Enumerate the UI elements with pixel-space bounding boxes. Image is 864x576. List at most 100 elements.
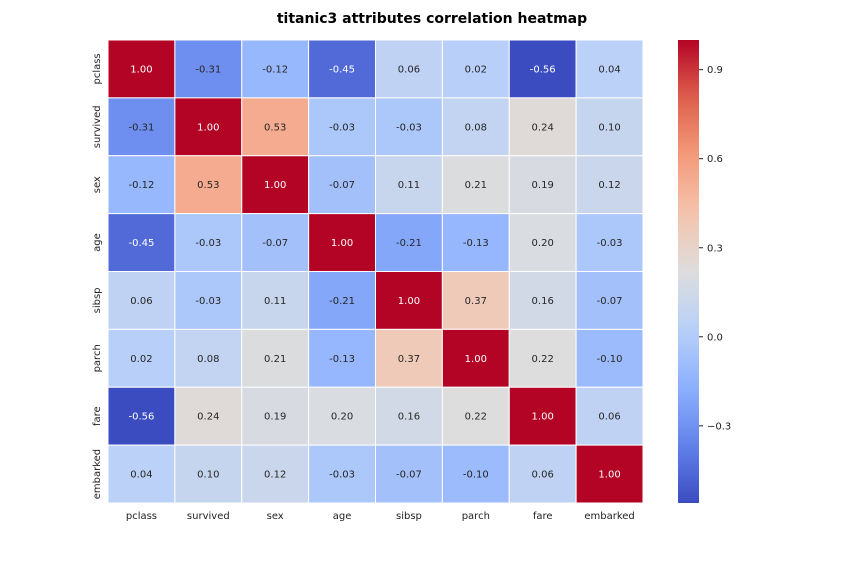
y-tick-label: age xyxy=(92,233,103,252)
chart-title: titanic3 attributes correlation heatmap xyxy=(277,11,587,27)
heatmap-cell xyxy=(107,444,176,504)
cell-value-label: -0.03 xyxy=(195,238,221,249)
heatmap-cell xyxy=(441,155,510,215)
y-axis-tick-labels: pclass survived sex age sibsp parch fare embark… xyxy=(92,53,103,499)
heatmap-cell xyxy=(508,386,577,446)
heatmap-cell xyxy=(375,271,443,330)
heatmap-cell xyxy=(308,213,376,272)
cell-value-label: 0.12 xyxy=(598,180,620,191)
heatmap-cell xyxy=(508,155,577,215)
cell-value-label: -0.31 xyxy=(195,64,221,75)
cell-value-label: 1.00 xyxy=(532,412,554,423)
x-tick-label: survived xyxy=(187,511,230,522)
cell-value-label: -0.10 xyxy=(597,354,623,365)
heatmap-cell xyxy=(575,97,644,157)
cell-value-label: 0.08 xyxy=(197,354,219,365)
colorbar-tick-label: 0.3 xyxy=(707,243,723,254)
cell-value-label: 0.53 xyxy=(264,122,286,133)
cell-value-label: 0.02 xyxy=(465,64,487,75)
y-tick-label: embarked xyxy=(92,449,103,499)
heatmap-cell xyxy=(441,386,510,446)
cell-value-label: 0.08 xyxy=(465,122,487,133)
heatmap-cell xyxy=(174,328,243,388)
y-tick-label: survived xyxy=(92,105,103,148)
x-tick-label: sibsp xyxy=(396,511,422,522)
cell-value-label: -0.45 xyxy=(129,238,155,249)
x-axis-tick-labels: pclass survived sex age sibsp parch fare embark… xyxy=(126,511,635,522)
cell-value-label: 0.16 xyxy=(532,296,554,307)
x-tick-label: parch xyxy=(462,511,490,522)
cell-value-label: -0.03 xyxy=(396,122,422,133)
y-tick-label: sex xyxy=(92,176,103,193)
cell-value-label: 0.19 xyxy=(264,412,286,423)
cell-value-label: 0.22 xyxy=(465,412,487,423)
cell-value-label: 0.16 xyxy=(398,412,420,423)
cell-value-label: 1.00 xyxy=(598,470,620,481)
heatmap-cell xyxy=(508,213,577,272)
x-tick-label: age xyxy=(333,511,352,522)
y-tick-label: sibsp xyxy=(92,287,103,313)
cell-value-label: 0.04 xyxy=(130,470,152,481)
cell-value-label: 0.24 xyxy=(532,122,554,133)
cell-value-label: 1.00 xyxy=(264,180,286,191)
cell-value-label: 1.00 xyxy=(465,354,487,365)
cell-value-label: -0.31 xyxy=(129,122,155,133)
cell-value-label: 0.37 xyxy=(398,354,420,365)
heatmap-cell xyxy=(308,444,376,504)
cell-value-label: 0.24 xyxy=(197,412,219,423)
heatmap-cell xyxy=(375,386,443,446)
heatmap-cell xyxy=(308,155,376,215)
heatmap-cell xyxy=(107,386,176,446)
heatmap-cell xyxy=(375,328,443,388)
heatmap-cell xyxy=(107,39,176,99)
heatmap-cell xyxy=(174,155,243,215)
heatmap-cell xyxy=(375,155,443,215)
x-tick-label: fare xyxy=(533,511,553,522)
x-tick-label: pclass xyxy=(126,511,157,522)
heatmap-cell xyxy=(441,444,510,504)
heatmap-cell xyxy=(174,97,243,157)
cell-value-label: 0.06 xyxy=(398,64,420,75)
cell-value-label: -0.12 xyxy=(262,64,288,75)
cell-value-label: -0.56 xyxy=(129,412,155,423)
heatmap-cell xyxy=(241,155,310,215)
heatmap-cell xyxy=(375,444,443,504)
y-tick-label: parch xyxy=(92,344,103,372)
heatmap-cell xyxy=(107,213,176,272)
heatmap-cell xyxy=(441,328,510,388)
cell-value-label: 0.20 xyxy=(331,412,353,423)
cell-value-label: -0.07 xyxy=(262,238,288,249)
cell-value-label: 0.12 xyxy=(264,470,286,481)
cell-value-label: 0.11 xyxy=(398,180,420,191)
cell-value-label: -0.03 xyxy=(329,470,355,481)
cell-value-label: 0.06 xyxy=(532,470,554,481)
heatmap-cell xyxy=(575,39,644,99)
cell-value-label: 0.21 xyxy=(465,180,487,191)
cell-value-label: 0.06 xyxy=(598,412,620,423)
heatmap-cell xyxy=(241,39,310,99)
heatmap-cell xyxy=(575,328,644,388)
heatmap-cell xyxy=(241,444,310,504)
cell-value-label: 0.10 xyxy=(598,122,620,133)
cell-value-label: 0.53 xyxy=(197,180,219,191)
heatmap-cell xyxy=(241,213,310,272)
heatmap-cell xyxy=(508,328,577,388)
heatmap-cell xyxy=(508,271,577,330)
cell-value-label: 0.37 xyxy=(465,296,487,307)
heatmap-cell xyxy=(441,97,510,157)
cell-value-label: -0.21 xyxy=(329,296,355,307)
y-tick-label: fare xyxy=(92,406,103,426)
colorbar-tick-label: 0.9 xyxy=(707,65,723,76)
cell-value-label: -0.03 xyxy=(195,296,221,307)
cell-value-label: 1.00 xyxy=(398,296,420,307)
x-tick-label: sex xyxy=(267,511,284,522)
cell-value-label: -0.07 xyxy=(597,296,623,307)
colorbar-tick-label: −0.3 xyxy=(707,421,731,432)
heatmap-cell xyxy=(441,39,510,99)
y-tick-label: pclass xyxy=(92,53,103,84)
cell-value-label: 0.21 xyxy=(264,354,286,365)
heatmap-cell xyxy=(308,97,376,157)
heatmap-cell xyxy=(575,271,644,330)
cell-value-label: -0.45 xyxy=(329,64,355,75)
